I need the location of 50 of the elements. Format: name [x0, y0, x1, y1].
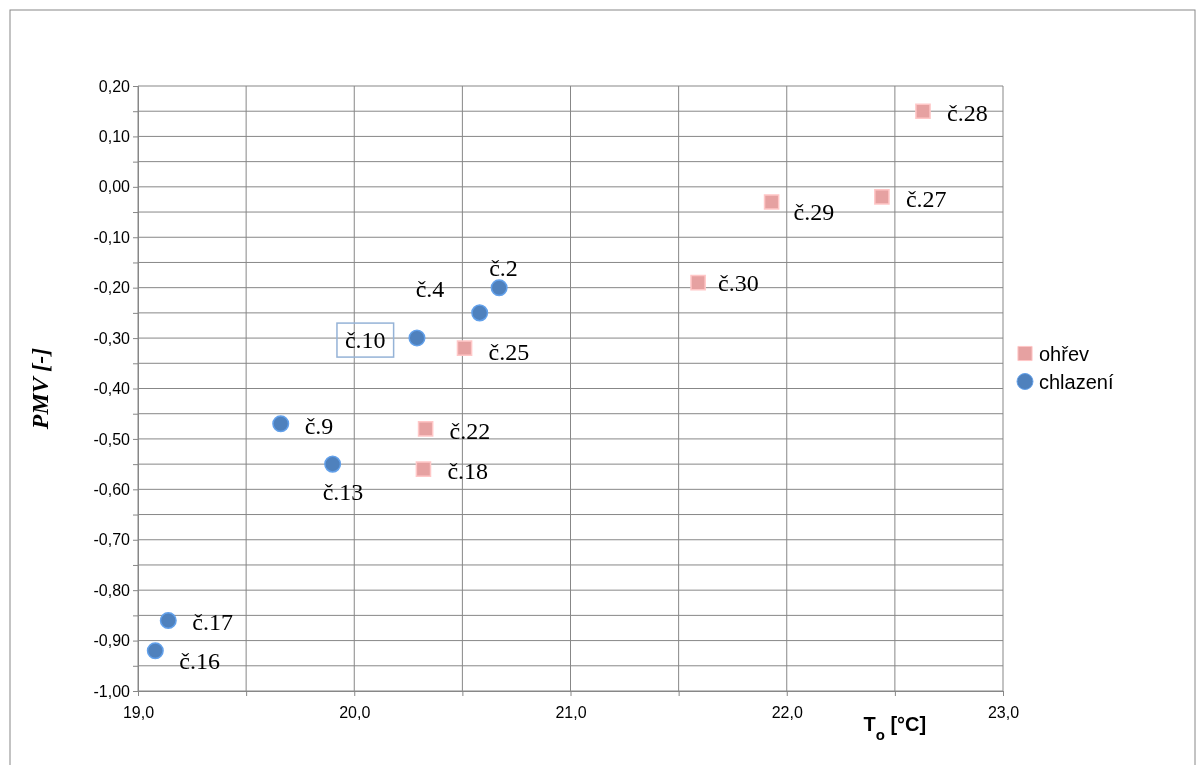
annotation: č.29: [793, 198, 835, 225]
point: [874, 189, 890, 205]
y-tick-label: -0,60: [93, 480, 131, 498]
x-tick-label: 22,0: [771, 704, 803, 722]
point: [272, 415, 290, 433]
y-tick-label: -0,40: [93, 380, 131, 398]
annotation: č.25: [488, 339, 530, 366]
annotation: č.13: [322, 479, 364, 506]
annotation: č.2: [489, 254, 518, 281]
legend-label: chlazení: [1039, 370, 1114, 393]
x-tick-label: 21,0: [555, 704, 587, 722]
point: [471, 304, 489, 322]
annotation: č.17: [192, 609, 233, 636]
point: [690, 274, 706, 291]
y-tick-label: -0,30: [93, 329, 131, 347]
y-tick-label: -0,90: [93, 632, 131, 650]
point: [763, 194, 780, 210]
y-tick-label: -0,10: [93, 228, 131, 246]
y-axis-title: PMV [-]: [27, 347, 53, 431]
point: [417, 421, 434, 437]
y-tick-label: -0,70: [93, 531, 131, 549]
annotation: č.10: [344, 327, 386, 354]
point: [456, 340, 473, 356]
y-tick-label: 0,10: [98, 128, 131, 146]
annotation: č.22: [449, 417, 491, 444]
y-tick-label: 0,00: [98, 178, 131, 196]
point: [159, 611, 177, 629]
y-tick-label: -1,00: [93, 682, 131, 700]
point: [490, 279, 508, 297]
point: [915, 103, 931, 120]
y-tick-label: 0,20: [98, 77, 131, 95]
x-tick-label: 20,0: [339, 704, 371, 722]
annotation: č.18: [447, 458, 489, 485]
legend-label: ohřev: [1039, 342, 1090, 365]
y-tick-label: -0,20: [93, 279, 131, 297]
annotation: č.28: [946, 100, 988, 127]
x-tick-label: 23,0: [987, 704, 1020, 722]
point: [408, 329, 426, 347]
annotation: č.4: [415, 275, 445, 302]
y-tick-label: -0,50: [93, 430, 131, 448]
y-tick-label: -0,80: [93, 581, 131, 599]
annotation: č.9: [304, 412, 334, 439]
annotation: č.16: [179, 647, 220, 674]
point: [146, 642, 164, 660]
x-axis-title: T$_{o}$ [°C]: [863, 713, 927, 743]
annotation: č.30: [718, 269, 759, 296]
point: [415, 461, 432, 477]
point: [324, 455, 342, 473]
annotation: č.27: [905, 185, 947, 212]
x-tick-label: 19,0: [122, 704, 155, 722]
